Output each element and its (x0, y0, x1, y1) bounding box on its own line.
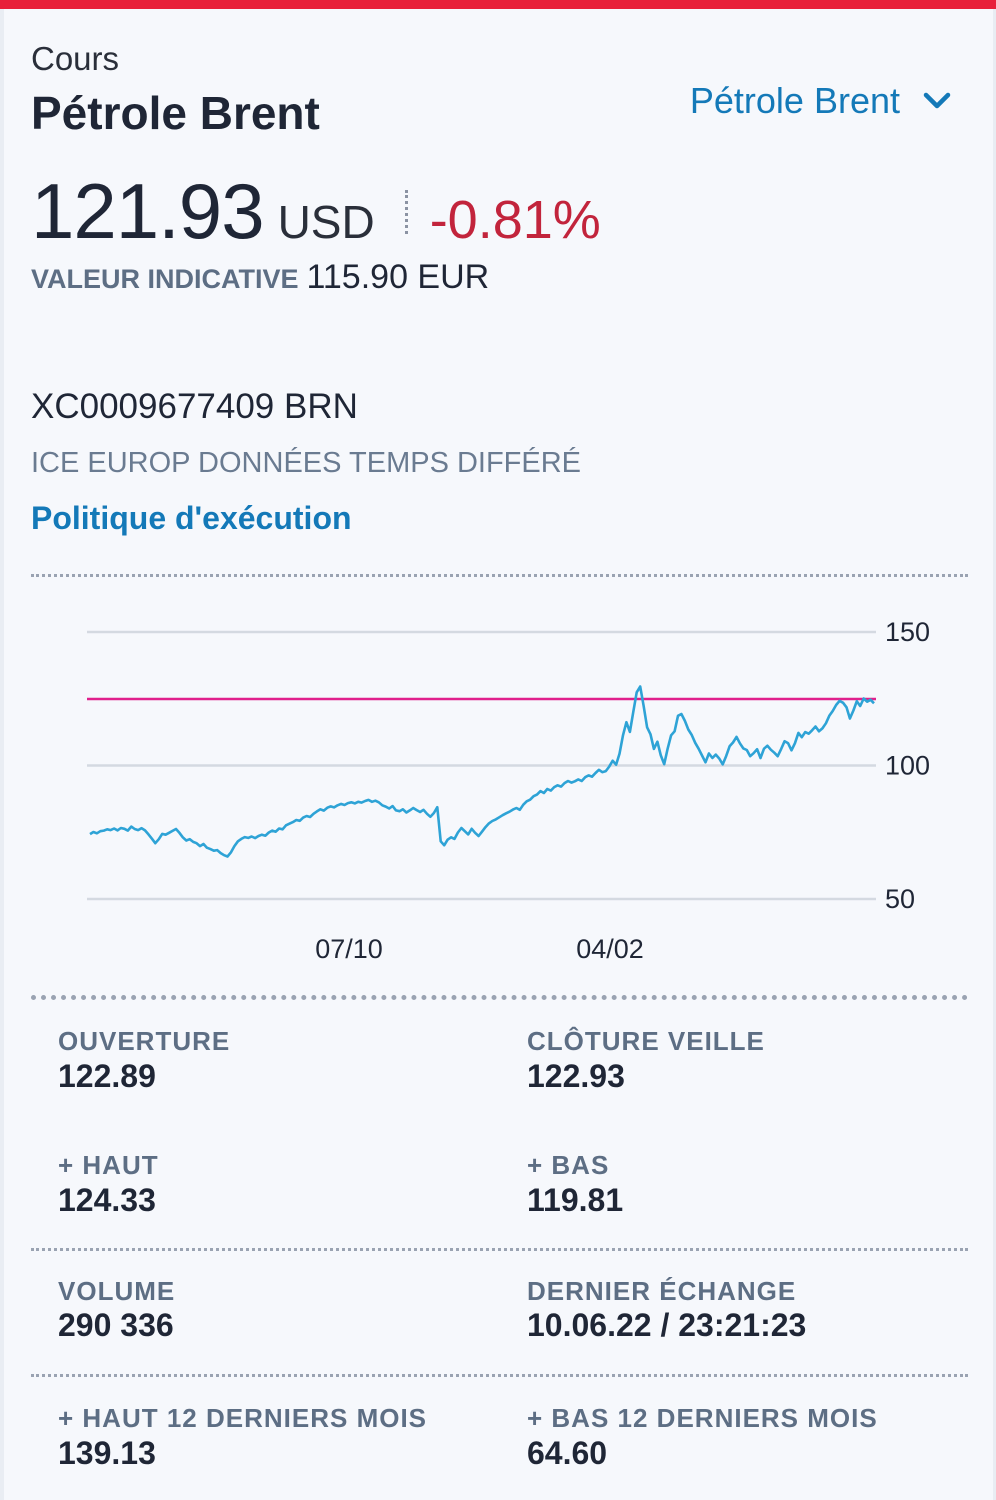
low-12m-label[interactable]: + BAS 12 DERNIERS MOIS (527, 1403, 878, 1433)
volume-label: VOLUME (58, 1276, 176, 1306)
divider (31, 1248, 968, 1251)
divider (31, 995, 968, 1000)
last-trade-label: DERNIER ÉCHANGE (527, 1276, 797, 1306)
indicative-value-row: VALEUR INDICATIVE 115.90 EUR (31, 258, 489, 297)
price-divider (404, 189, 408, 234)
instrument-selector[interactable]: Pétrole Brent (690, 80, 952, 122)
last-trade-value: 10.06.22 / 23:21:23 (527, 1307, 807, 1343)
price-currency: USD (277, 196, 375, 248)
high-label[interactable]: + HAUT (58, 1150, 159, 1180)
volume-value: 290 336 (58, 1307, 174, 1343)
open-label: OUVERTURE (58, 1026, 231, 1056)
prev-close-label: CLÔTURE VEILLE (527, 1026, 765, 1056)
price-chart[interactable]: 150 100 50 07/10 04/02 (0, 600, 996, 980)
x-tick-label: 04/02 (576, 934, 644, 964)
indicative-value: 115.90 EUR (306, 258, 490, 296)
price-row: 121.93 USD -0.81% (31, 166, 601, 257)
series-line (89, 685, 875, 858)
market-source: ICE EUROP DONNÉES TEMPS DIFFÉRÉ (31, 447, 582, 479)
price-chart-svg: 150 100 50 07/10 04/02 (87, 617, 930, 964)
instrument-title: Pétrole Brent (31, 87, 320, 139)
open-value: 122.89 (58, 1058, 156, 1094)
high-12m-label[interactable]: + HAUT 12 DERNIERS MOIS (58, 1403, 428, 1433)
section-label: Cours (31, 40, 120, 77)
frame-edge-left (0, 9, 4, 1500)
frame-edge-right (993, 9, 996, 1500)
y-tick-label: 100 (885, 751, 930, 781)
high-12m-value: 139.13 (58, 1435, 156, 1471)
y-tick-label: 150 (885, 617, 930, 647)
price-value: 121.93 (31, 167, 265, 255)
high-value: 124.33 (58, 1182, 156, 1218)
x-tick-label: 07/10 (315, 934, 383, 964)
instrument-selector-label: Pétrole Brent (689, 80, 900, 121)
top-accent-bar (0, 0, 996, 9)
indicative-label: VALEUR INDICATIVE (31, 264, 299, 294)
execution-policy-link[interactable]: Politique d'exécution (31, 500, 352, 536)
y-tick-label: 50 (885, 884, 915, 914)
isin-code: XC0009677409 BRN (31, 387, 358, 426)
prev-close-value: 122.93 (527, 1058, 625, 1094)
low-label[interactable]: + BAS (527, 1150, 610, 1180)
low-12m-value: 64.60 (527, 1435, 608, 1471)
low-value: 119.81 (527, 1182, 624, 1218)
divider (31, 574, 968, 577)
chevron-down-icon (923, 92, 951, 109)
price-change: -0.81% (429, 190, 601, 250)
divider (31, 1374, 968, 1377)
